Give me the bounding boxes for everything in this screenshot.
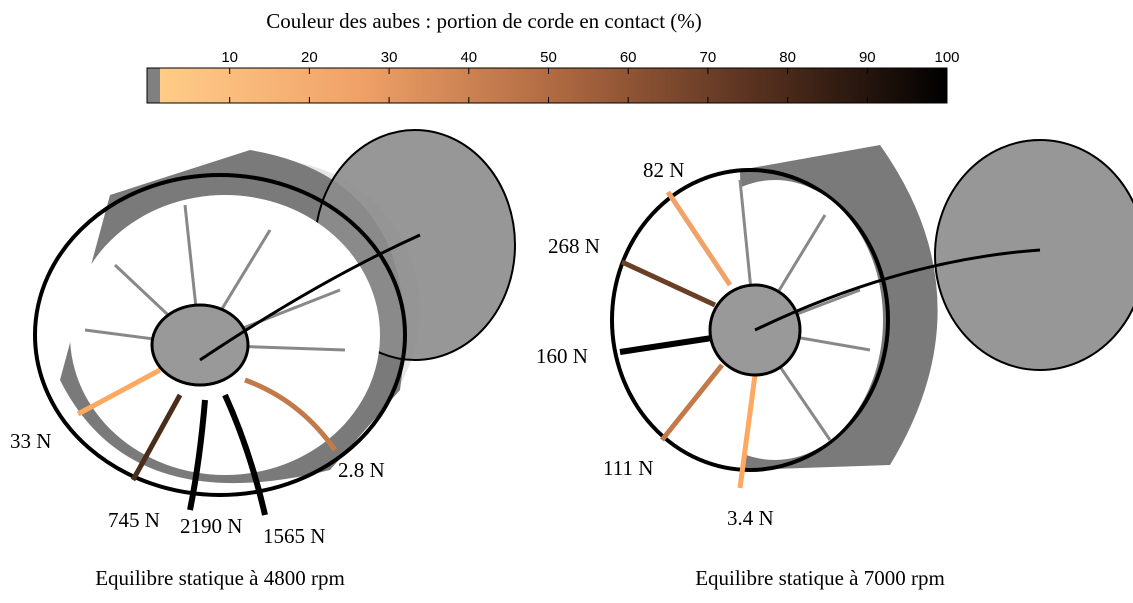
colorbar-under — [147, 68, 160, 103]
tick-label: 80 — [779, 49, 796, 66]
force-label: 2.8 N — [338, 458, 385, 482]
colorbar: 10 20 30 40 50 60 70 80 90 100 — [146, 49, 960, 104]
force-label: 111 N — [603, 456, 653, 480]
hub — [150, 303, 250, 387]
tick-label: 90 — [859, 49, 876, 66]
colorbar-title: Couleur des aubes : portion de corde en … — [266, 9, 702, 33]
tick-label: 30 — [381, 49, 398, 66]
shaft — [199, 233, 421, 362]
tick-label: 50 — [540, 49, 557, 66]
tick-label: 10 — [221, 49, 238, 66]
force-label: 268 N — [548, 234, 600, 258]
colorbar-gradient — [160, 68, 947, 103]
rotor-4800: 33 N 745 N 2190 N 1565 N 2.8 N Equilibre… — [10, 129, 516, 590]
tick-label: 70 — [700, 49, 717, 66]
tick-label: 40 — [460, 49, 477, 66]
colorbar-frame — [146, 67, 948, 104]
force-label: 82 N — [643, 158, 684, 182]
disk — [934, 139, 1133, 371]
drum-front — [610, 168, 890, 472]
force-label: 160 N — [536, 344, 588, 368]
force-label: 745 N — [108, 508, 160, 532]
force-label: 1565 N — [263, 524, 325, 548]
tick-label: 60 — [620, 49, 637, 66]
shaft — [754, 248, 1041, 332]
tick-label: 100 — [934, 49, 959, 66]
drum-front — [33, 173, 407, 497]
caption: Equilibre statique à 4800 rpm — [95, 566, 345, 590]
caption: Equilibre statique à 7000 rpm — [695, 566, 945, 590]
tick-label: 20 — [301, 49, 318, 66]
rotor-7000: 82 N 268 N 160 N 111 N 3.4 N Equilibre s… — [536, 139, 1133, 590]
force-label: 3.4 N — [727, 506, 774, 530]
force-label: 33 N — [10, 429, 51, 453]
force-label: 2190 N — [180, 514, 242, 538]
